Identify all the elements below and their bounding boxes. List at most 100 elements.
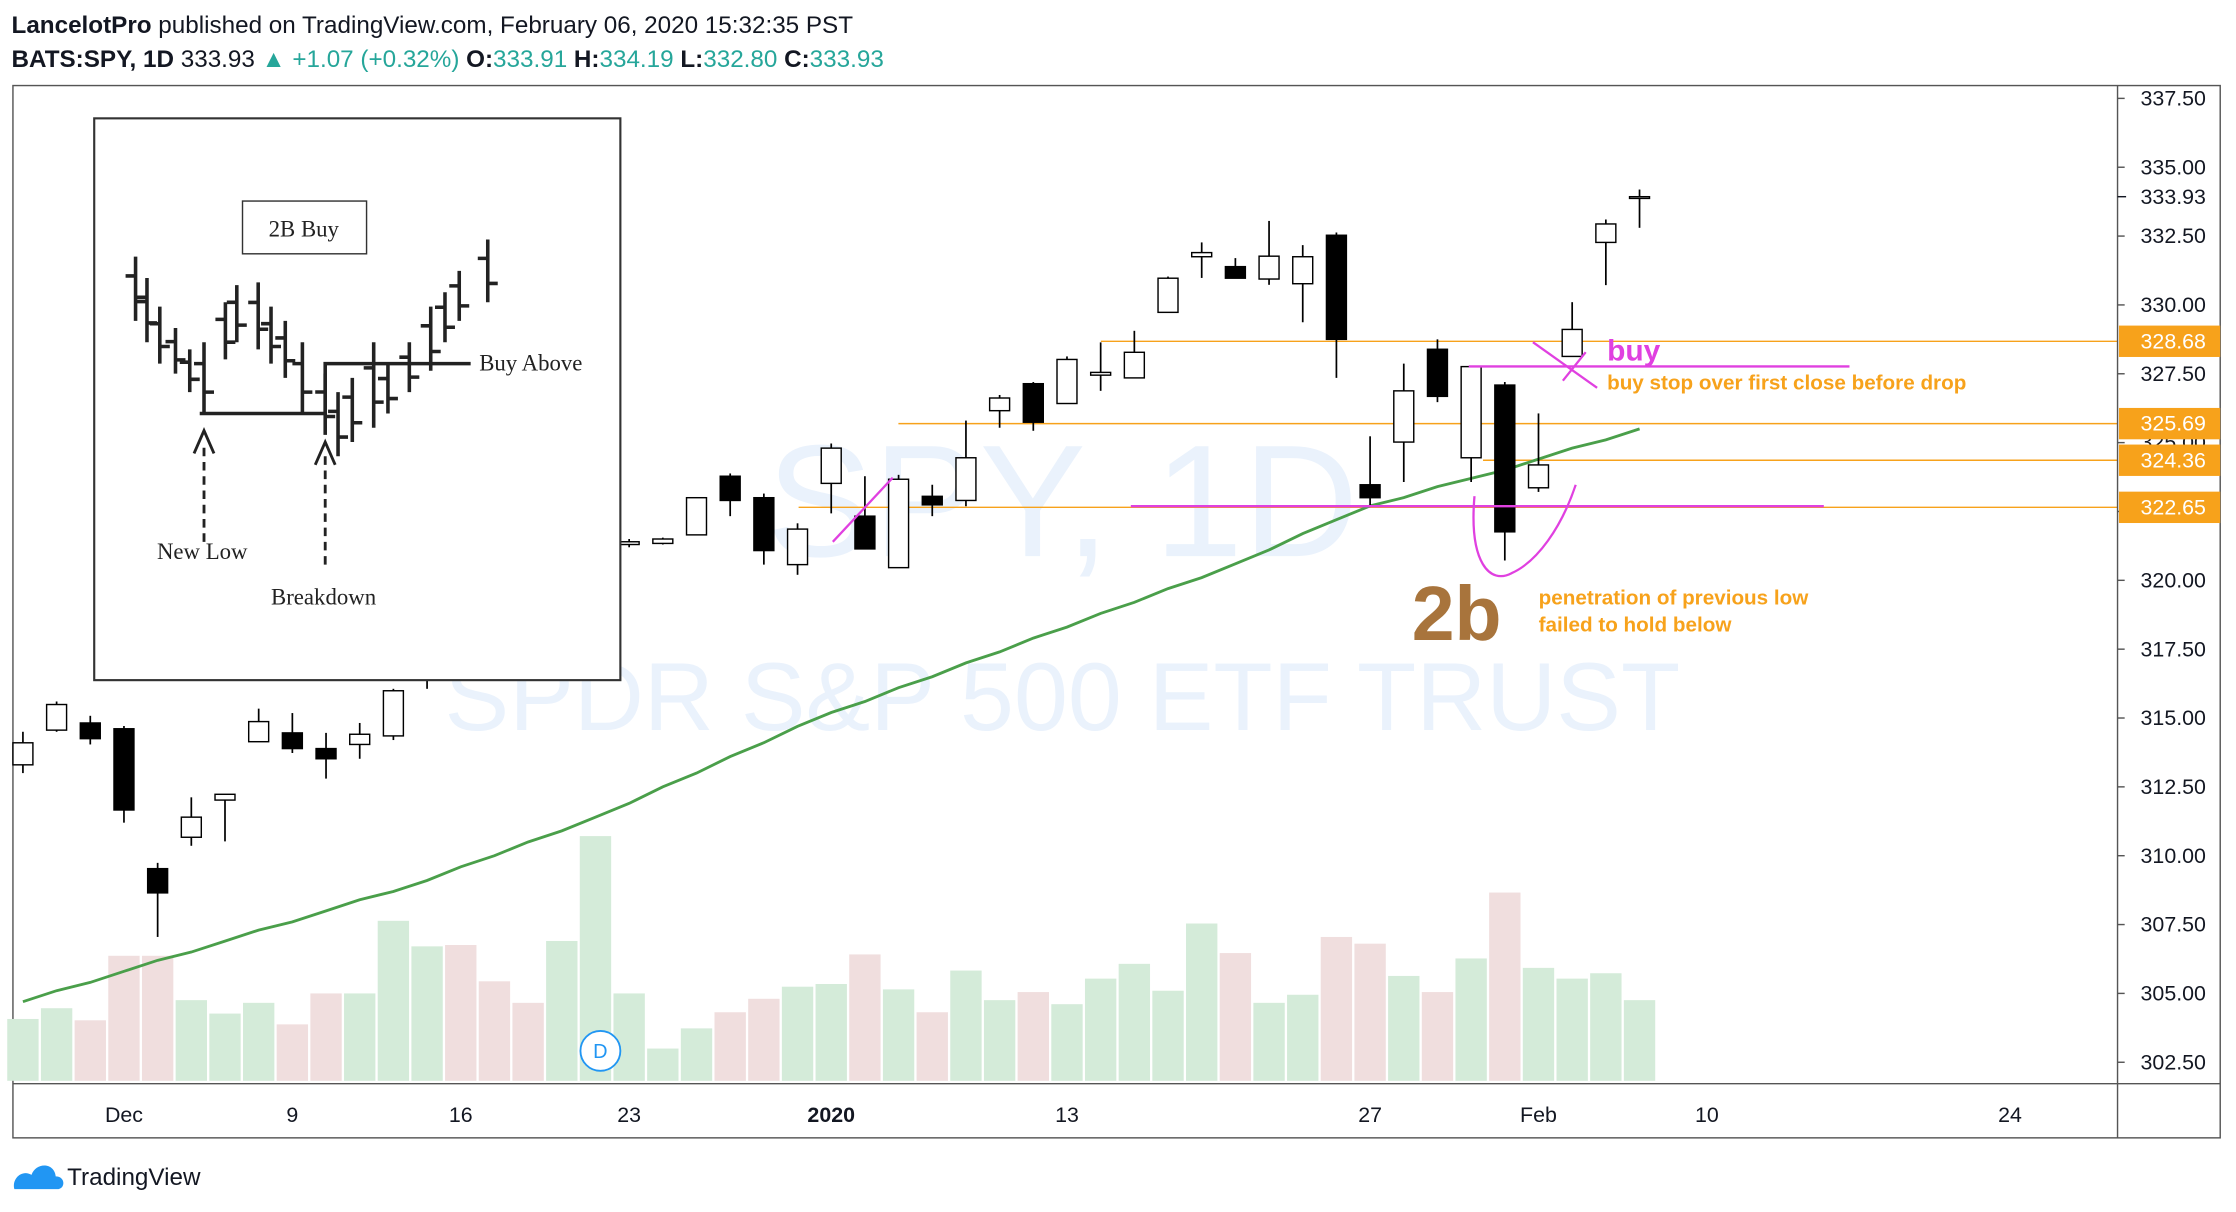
- x-tick-label: 10: [1695, 1103, 1719, 1127]
- y-tick-label: 312.50: [2141, 775, 2206, 799]
- candles-layer: [12, 189, 1651, 937]
- candle-body: [1258, 255, 1280, 280]
- x-tick-label: 2020: [807, 1103, 855, 1127]
- volume-bar: [1489, 892, 1521, 1081]
- y-tick-label: 302.50: [2141, 1050, 2206, 1074]
- volume-bar: [40, 1008, 73, 1081]
- drawn-curve: [1472, 484, 1577, 578]
- candle-body: [652, 538, 674, 545]
- candle-body: [180, 816, 203, 838]
- ohlc-label: O:: [466, 46, 493, 73]
- candle-body: [214, 793, 236, 801]
- candle-body: [1426, 348, 1449, 398]
- candle-body: [786, 528, 809, 566]
- volume-bar: [175, 1000, 208, 1081]
- level-box: [2118, 325, 2221, 357]
- candle-body: [146, 867, 169, 894]
- inset-bars: [125, 239, 498, 457]
- candle-body: [1527, 464, 1550, 489]
- logo: [13, 1165, 64, 1190]
- y-tick-label: 305.00: [2141, 982, 2206, 1006]
- y-tick-label: 320.00: [2141, 568, 2206, 592]
- y-tick-label: 335.00: [2141, 155, 2206, 179]
- candle-body: [1494, 384, 1516, 533]
- volume-bar: [849, 954, 881, 1081]
- candle-body: [1561, 328, 1583, 358]
- drawn-line: [831, 476, 894, 543]
- drawings: [831, 341, 1850, 578]
- brand: TradingView: [67, 1164, 201, 1191]
- candle-body: [1191, 251, 1213, 258]
- volume-bar: [1253, 1002, 1285, 1081]
- volume-bar: [1051, 1004, 1083, 1081]
- candle-body: [753, 496, 775, 552]
- volume-bar: [1287, 994, 1319, 1081]
- x-tick-label: Feb: [1520, 1103, 1557, 1127]
- volume-bar: [445, 945, 477, 1081]
- candle-body: [955, 457, 977, 502]
- x-tick-label: 9: [286, 1103, 298, 1127]
- candle-body: [1359, 484, 1381, 499]
- x-tick-label: 13: [1055, 1103, 1079, 1127]
- volume-bar: [647, 1048, 679, 1081]
- volume-bar: [7, 1018, 39, 1081]
- ohlc-label: C:: [784, 46, 810, 73]
- candle-body: [113, 728, 135, 811]
- volume-bar: [714, 1012, 746, 1081]
- candle-body: [1628, 195, 1651, 200]
- candle-body: [349, 733, 371, 746]
- author: LancelotPro: [12, 12, 152, 39]
- x-tick-label: 23: [617, 1103, 641, 1127]
- level-label: 328.68: [2141, 329, 2206, 353]
- watermark-symbol: SPY, 1D: [766, 411, 1358, 590]
- note: failed to hold below: [1539, 614, 1733, 637]
- dividend-marker[interactable]: [579, 1029, 622, 1072]
- volume-bar: [1623, 1000, 1656, 1081]
- volume-bar: [74, 1020, 106, 1081]
- volume-bar: [344, 993, 376, 1081]
- last-price-label: 333.93: [2141, 185, 2206, 209]
- volume-bar: [242, 1002, 275, 1081]
- candle-body: [719, 475, 741, 502]
- publish-line: LancelotPro published on TradingView.com…: [12, 12, 854, 39]
- candle-body: [1325, 234, 1348, 341]
- candle-body: [79, 722, 101, 740]
- watermark-name: SPDR S&P 500 ETF TRUST: [445, 642, 1681, 751]
- candle-body: [1157, 277, 1179, 314]
- drawn-cross: [1561, 351, 1587, 382]
- candle-body: [685, 496, 708, 536]
- volume-bar: [916, 1012, 948, 1081]
- volume-bar: [377, 920, 410, 1081]
- candle-body: [1595, 223, 1617, 244]
- level-label: 325.69: [2141, 412, 2206, 436]
- candle-body: [1292, 256, 1314, 285]
- inset-title-box: [241, 200, 368, 255]
- volume-bar: [478, 981, 511, 1081]
- dividend-label: D: [593, 1041, 607, 1063]
- last: 333.93: [181, 46, 255, 73]
- y-tick-label: 332.50: [2141, 224, 2206, 248]
- volume-bar: [1522, 967, 1555, 1081]
- volume-bar: [748, 998, 780, 1081]
- y-tick-label: 307.50: [2141, 913, 2206, 937]
- volume-bar: [411, 946, 443, 1081]
- y-tick-label: 327.50: [2141, 362, 2206, 386]
- candle-body: [1022, 382, 1044, 423]
- candle-body: [1123, 351, 1146, 379]
- ohlc-value: 334.19: [599, 46, 673, 73]
- candle-body: [1224, 265, 1247, 279]
- up-arrow: ▲: [262, 46, 286, 73]
- volume-bar: [1455, 958, 1487, 1081]
- candle-body: [1393, 390, 1415, 443]
- buy-label: buy: [1607, 335, 1661, 368]
- volume-bar: [1152, 990, 1184, 1081]
- symbol: BATS:SPY, 1D: [12, 46, 175, 73]
- volume-bar: [209, 1013, 241, 1081]
- volume-bar: [680, 1028, 713, 1081]
- drawn-cross: [1532, 341, 1598, 389]
- candle-body: [887, 478, 910, 569]
- volume-bar: [1421, 992, 1454, 1081]
- y-tick-label: 317.50: [2141, 637, 2206, 661]
- volume-bar: [1354, 943, 1386, 1081]
